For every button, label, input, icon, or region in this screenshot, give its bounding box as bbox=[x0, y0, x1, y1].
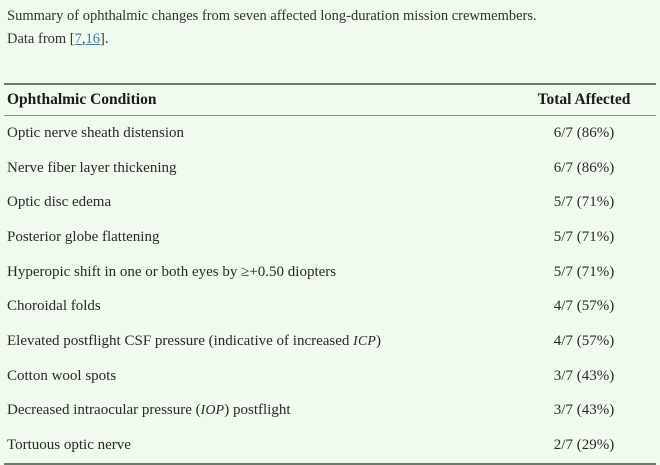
condition-cell: Decreased intraocular pressure (IOP) pos… bbox=[7, 402, 291, 419]
caption-line2-prefix: Data from [ bbox=[7, 31, 75, 47]
total-affected-cell: 3/7 (43%) bbox=[553, 367, 615, 384]
total-affected-cell: 5/7 (71%) bbox=[553, 194, 615, 211]
total-affected-cell: 5/7 (71%) bbox=[553, 263, 615, 280]
condition-cell: Hyperopic shift in one or both eyes by ≥… bbox=[7, 263, 337, 280]
caption-line2-separator: , bbox=[81, 31, 86, 47]
caption-line1: Summary of ophthalmic changes from seven… bbox=[7, 8, 537, 24]
total-affected-cell: 6/7 (86%) bbox=[553, 159, 615, 176]
table-row: Posterior globe flattening 5/7 (71%) bbox=[4, 220, 656, 255]
reference-link-16[interactable]: 16 bbox=[85, 31, 101, 47]
condition-cell: Nerve fiber layer thickening bbox=[7, 159, 177, 176]
table-row: Elevated postflight CSF pressure (indica… bbox=[4, 324, 656, 359]
table-row: Cotton wool spots 3/7 (43%) bbox=[4, 359, 656, 394]
table-row: Nerve fiber layer thickening 6/7 (86%) bbox=[4, 151, 656, 186]
caption-line2: Data from [7,16]. bbox=[7, 28, 635, 51]
table-caption: Summary of ophthalmic changes from seven… bbox=[0, 0, 660, 51]
table-row: Tortuous optic nerve 2/7 (29%) bbox=[4, 428, 656, 464]
condition-cell: Tortuous optic nerve bbox=[7, 437, 131, 454]
caption-line2-suffix: ]. bbox=[100, 31, 109, 47]
ophthalmic-conditions-table: Ophthalmic Condition Total Affected Opti… bbox=[4, 83, 656, 465]
total-affected-cell: 4/7 (57%) bbox=[553, 298, 615, 315]
column-header-condition: Ophthalmic Condition bbox=[4, 84, 517, 116]
reference-link-7[interactable]: 7 bbox=[74, 31, 82, 47]
table-row: Optic nerve sheath distension 6/7 (86%) bbox=[4, 116, 656, 151]
total-affected-cell: 2/7 (29%) bbox=[553, 437, 615, 454]
total-affected-cell: 3/7 (43%) bbox=[553, 402, 615, 419]
table-row: Optic disc edema 5/7 (71%) bbox=[4, 185, 656, 220]
total-affected-cell: 5/7 (71%) bbox=[553, 228, 615, 245]
table-row: Hyperopic shift in one or both eyes by ≥… bbox=[4, 255, 656, 290]
condition-cell: Choroidal folds bbox=[7, 298, 101, 315]
condition-cell: Optic nerve sheath distension bbox=[7, 124, 185, 141]
condition-cell: Elevated postflight CSF pressure (indica… bbox=[7, 332, 381, 349]
condition-cell: Posterior globe flattening bbox=[7, 228, 160, 245]
table-header-row: Ophthalmic Condition Total Affected bbox=[4, 84, 656, 116]
condition-cell: Cotton wool spots bbox=[7, 367, 117, 384]
italic-abbreviation: ICP bbox=[353, 332, 376, 348]
condition-cell: Optic disc edema bbox=[7, 194, 112, 211]
total-affected-cell: 6/7 (86%) bbox=[553, 124, 615, 141]
table-row: Decreased intraocular pressure (IOP) pos… bbox=[4, 394, 656, 429]
table-row: Choroidal folds 4/7 (57%) bbox=[4, 289, 656, 324]
total-affected-cell: 4/7 (57%) bbox=[553, 332, 615, 349]
column-header-total: Total Affected bbox=[517, 84, 656, 116]
italic-abbreviation: IOP bbox=[200, 402, 225, 418]
